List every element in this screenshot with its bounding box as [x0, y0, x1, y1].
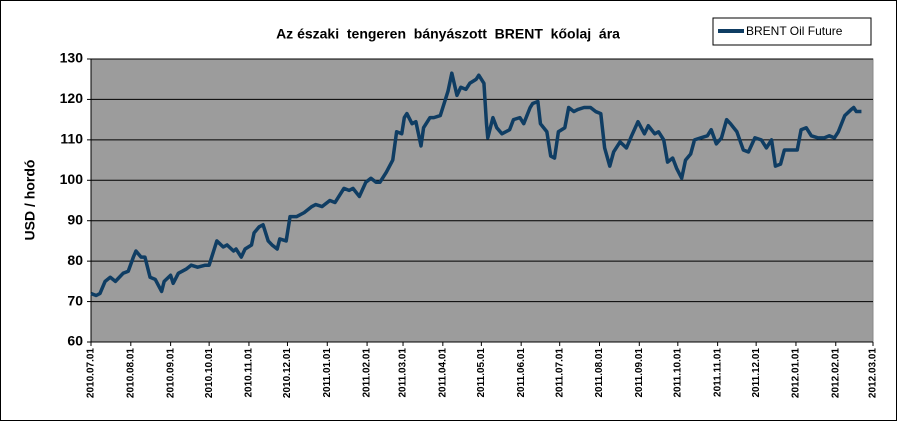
x-tick-label: 2011.07.01 [554, 348, 565, 398]
x-tick-label: 2011.05.01 [476, 348, 487, 398]
x-tick-label: 2011.02.01 [362, 348, 373, 398]
y-tick-label: 100 [60, 171, 84, 187]
y-tick-label: 60 [67, 333, 83, 349]
x-tick-label: 2010.09.01 [165, 348, 176, 398]
x-tick-label: 2012.03.01 [868, 348, 879, 398]
y-axis-label: USD / hordó [22, 160, 38, 241]
y-tick-label: 90 [67, 211, 83, 227]
y-tick-label: 120 [60, 90, 84, 106]
x-tick-label: 2011.12.01 [751, 348, 762, 398]
chart-title: Az északi tengeren bányászott BRENT kőol… [276, 26, 620, 42]
x-tick-label: 2011.10.01 [672, 348, 683, 398]
data-line [90, 71, 862, 298]
plot-area [90, 58, 874, 343]
x-tick-label: 2012.01.01 [791, 348, 802, 398]
y-tick-label: 130 [60, 50, 84, 66]
x-tick-label: 2010.12.01 [282, 348, 293, 398]
x-tick-label: 2012.02.01 [830, 348, 841, 398]
x-tick-label: 2010.10.01 [204, 348, 215, 398]
x-tick-label: 2011.03.01 [398, 348, 409, 398]
y-tick-label: 70 [67, 292, 83, 308]
legend: BRENT Oil Future [712, 17, 872, 46]
x-tick-label: 2011.11.01 [712, 348, 723, 397]
x-tick-label: 2011.09.01 [634, 348, 645, 398]
y-tick-label: 110 [60, 131, 83, 147]
legend-label: BRENT Oil Future [746, 24, 843, 38]
x-tick-label: 2011.06.01 [516, 348, 527, 398]
x-tick-label: 2011.01.01 [322, 348, 333, 398]
x-tick-label: 2010.11.01 [244, 348, 255, 398]
x-tick-label: 2011.08.01 [594, 348, 605, 398]
x-tick-label: 2010.07.01 [86, 348, 97, 398]
y-tick-label: 80 [67, 252, 83, 268]
x-tick-label: 2011.04.01 [437, 348, 448, 398]
x-tick-label: 2010.08.01 [125, 348, 136, 398]
